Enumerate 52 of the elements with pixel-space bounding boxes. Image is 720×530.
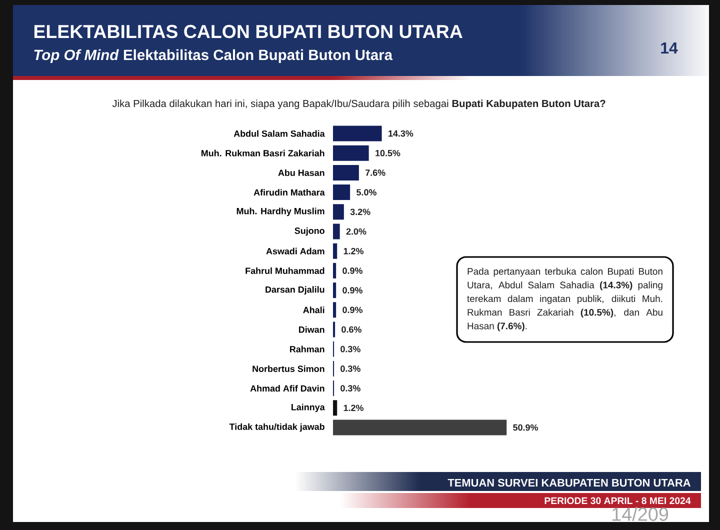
bar (333, 243, 338, 259)
data-label: 7.6% (366, 170, 386, 176)
y-tick-label: Fahrul Muhammad (246, 267, 324, 274)
y-tick-label: Sujono (294, 227, 324, 236)
y-tick-label: Lainnya (292, 404, 325, 412)
y-tick-label: Tidak tahu/tidak jawab (229, 423, 324, 432)
text: Top Of Mind Elektabilitas Calon Bupati Buton Utara (34, 49, 393, 64)
bar (333, 400, 338, 416)
bar (333, 126, 382, 142)
data-label: 10.5% (376, 150, 400, 156)
data-label: 0.9% (342, 287, 362, 294)
y-tick-label: Muh. Hardhy Muslim (236, 208, 324, 216)
data-label: 0.3% (340, 346, 360, 352)
y-tick-label: Ahali (303, 306, 324, 314)
y-tick-label: Aswadi Adam (266, 248, 324, 254)
y-tick-label: Abdul Salam Sahadia (234, 130, 325, 137)
bar (333, 420, 507, 436)
bar (333, 224, 340, 240)
data-label: 14.3% (388, 130, 414, 137)
text: 14/209 (612, 507, 668, 521)
data-label: 0.3% (340, 385, 360, 392)
text: Pada pertanyaan terbuka calon Bupati Buton Utara, Abdul Salam Sahadia (14.3%) paling terekam dalam ingatan publik, diikuti Muh. Rukman Basri Zakariah (10.5%), dan Abu Hasan (7.6%). (467, 268, 662, 332)
data-label: 0.6% (342, 326, 362, 333)
data-label: 3.2% (350, 208, 370, 216)
text: 14 (661, 42, 678, 54)
bar (333, 262, 336, 278)
bar (333, 302, 336, 318)
data-label: 0.9% (342, 268, 362, 274)
chart-title: ELEKTABILITAS CALON BUPATI BUTON UTARA (34, 24, 462, 38)
bar (333, 145, 369, 161)
y-tick-label: Muh. Rukman Basri Zakariah (201, 150, 324, 156)
data-label: 50.9% (513, 424, 538, 431)
data-label: 1.2% (344, 248, 364, 254)
data-label: 5.0% (356, 189, 376, 196)
bar (333, 204, 344, 220)
data-label: 0.9% (342, 306, 362, 314)
data-label: 1.2% (344, 404, 364, 412)
y-tick-label: Diwan (298, 326, 324, 333)
y-tick-label: Rahman (290, 346, 324, 352)
y-tick-label: Ahmad Afif Davin (250, 385, 324, 392)
data-label: 0.3% (340, 366, 360, 372)
data-label: 2.0% (346, 228, 366, 235)
bar (333, 164, 359, 180)
y-tick-label: Norbertus Simon (252, 365, 324, 372)
text: PERIODE 30 APRIL - 8 MEI 2024 (544, 497, 691, 504)
y-tick-label: Darsan Djalilu (266, 286, 324, 294)
text: Jika Pilkada dilakukan hari ini, siapa yang Bapak/Ibu/Saudara pilih sebagai Bupati Kabupaten Buton Utara? (112, 100, 606, 110)
y-tick-label: Afirudin Mathara (254, 189, 325, 196)
y-tick-label: Abu Hasan (278, 169, 324, 176)
text: TEMUAN SURVEI KABUPATEN BUTON UTARA (448, 478, 690, 487)
bar (333, 184, 350, 200)
bar (333, 282, 336, 298)
